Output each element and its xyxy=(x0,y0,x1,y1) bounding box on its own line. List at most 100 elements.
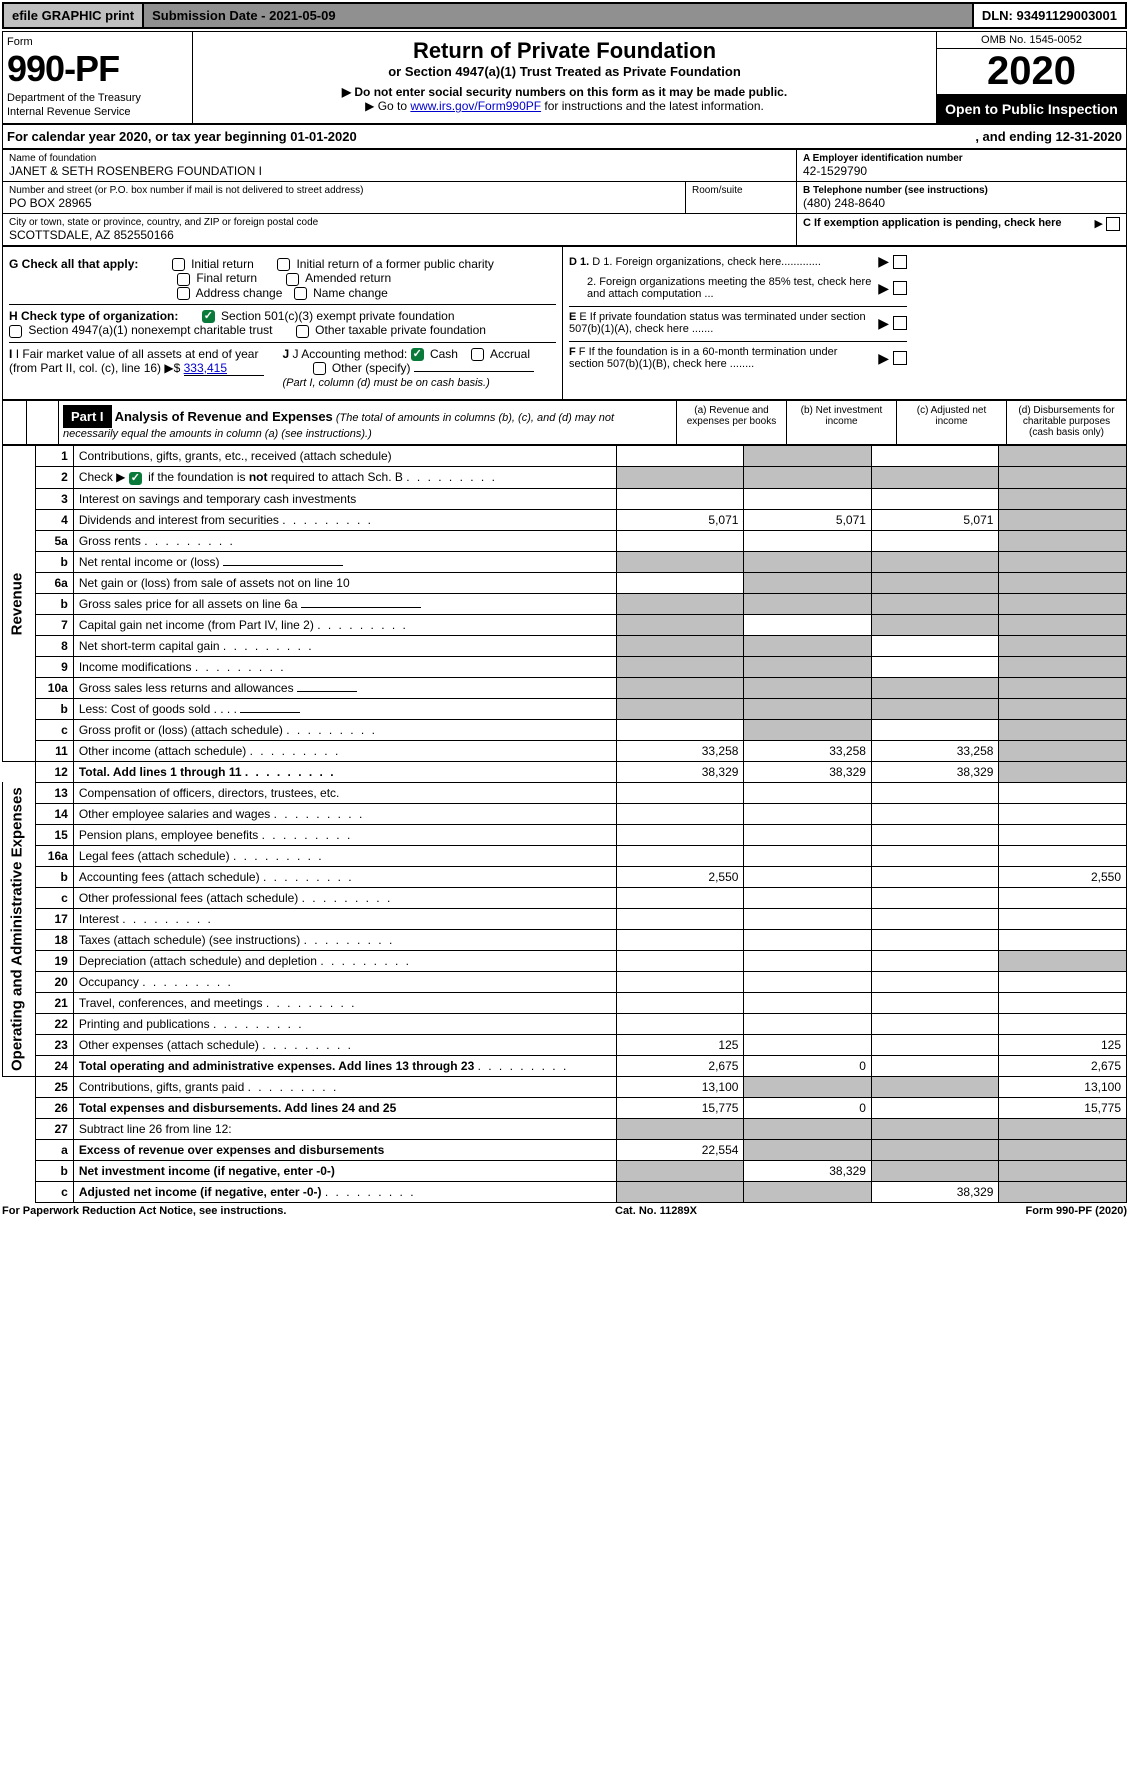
form-label: Form xyxy=(7,36,188,48)
other-method-checkbox[interactable] xyxy=(313,362,326,375)
tax-year: 2020 xyxy=(937,49,1126,95)
address-change-checkbox[interactable] xyxy=(177,287,190,300)
calendar-begin: For calendar year 2020, or tax year begi… xyxy=(7,129,975,144)
h-4947-checkbox[interactable] xyxy=(9,325,22,338)
section-h: H Check type of organization: Section 50… xyxy=(9,305,556,343)
h-other-checkbox[interactable] xyxy=(296,325,309,338)
cash-checkbox[interactable] xyxy=(411,348,424,361)
sch-b-checkbox[interactable] xyxy=(129,472,142,485)
g-item-5: Name change xyxy=(313,286,388,300)
table-row: 15 Pension plans, employee benefits xyxy=(3,824,1127,845)
form-title: Return of Private Foundation xyxy=(199,38,930,64)
exemption-pending-cell: C If exemption application is pending, c… xyxy=(797,214,1126,232)
j-cash: Cash xyxy=(430,347,458,361)
revenue-sidelabel: Revenue xyxy=(3,446,36,761)
table-row: 11 Other income (attach schedule) 33,258… xyxy=(3,740,1127,761)
check-left-col: G Check all that apply: Initial return I… xyxy=(3,247,563,399)
part1-table: Revenue 1 Contributions, gifts, grants, … xyxy=(2,445,1127,1202)
name-label: Name of foundation xyxy=(9,153,790,164)
table-row: 3 Interest on savings and temporary cash… xyxy=(3,488,1127,509)
top-bar: efile GRAPHIC print Submission Date - 20… xyxy=(2,2,1127,29)
part1-desc-cell: Part I Analysis of Revenue and Expenses … xyxy=(59,401,676,444)
table-row: 4 Dividends and interest from securities… xyxy=(3,509,1127,530)
footer-paperwork: For Paperwork Reduction Act Notice, see … xyxy=(2,1205,286,1217)
table-row: 6a Net gain or (loss) from sale of asset… xyxy=(3,572,1127,593)
table-row: a Excess of revenue over expenses and di… xyxy=(3,1139,1127,1160)
initial-return-checkbox[interactable] xyxy=(172,258,185,271)
f-row: F F If the foundation is in a 60-month t… xyxy=(569,341,907,370)
col-c-header: (c) Adjusted net income xyxy=(896,401,1006,444)
expenses-sidelabel: Operating and Administrative Expenses xyxy=(3,782,36,1076)
table-row: b Net rental income or (loss) xyxy=(3,551,1127,572)
e-checkbox[interactable] xyxy=(893,316,907,330)
d2-label: 2. Foreign organizations meeting the 85%… xyxy=(569,276,874,300)
section-g: G Check all that apply: Initial return I… xyxy=(9,253,556,305)
part1-header-row: Part I Analysis of Revenue and Expenses … xyxy=(2,400,1127,445)
e-label: E If private foundation status was termi… xyxy=(569,311,866,335)
footer-catno: Cat. No. 11289X xyxy=(615,1205,697,1217)
efile-label: efile GRAPHIC print xyxy=(4,4,144,27)
h-item-1: Section 501(c)(3) exempt private foundat… xyxy=(221,309,454,323)
room-suite-cell: Room/suite xyxy=(686,182,796,214)
city-value: SCOTTSDALE, AZ 852550166 xyxy=(9,228,790,242)
id-left-column: Name of foundation JANET & SETH ROSENBER… xyxy=(3,150,796,245)
f-checkbox[interactable] xyxy=(893,351,907,365)
ein-cell: A Employer identification number 42-1529… xyxy=(797,150,1126,182)
identification-block: Name of foundation JANET & SETH ROSENBER… xyxy=(2,149,1127,246)
table-row: c Gross profit or (loss) (attach schedul… xyxy=(3,719,1127,740)
header-center: Return of Private Foundation or Section … xyxy=(193,32,936,123)
j-note: (Part I, column (d) must be on cash basi… xyxy=(283,377,490,389)
line-desc: Contributions, gifts, grants, etc., rece… xyxy=(73,446,616,467)
exemption-label: C If exemption application is pending, c… xyxy=(803,217,1062,229)
table-row: 26 Total expenses and disbursements. Add… xyxy=(3,1097,1127,1118)
table-row: 12 Total. Add lines 1 through 11 38,329 … xyxy=(3,761,1127,782)
header-right: OMB No. 1545-0052 2020 Open to Public In… xyxy=(936,32,1126,123)
check-right-col: D 1. D 1. Foreign organizations, check h… xyxy=(563,247,913,399)
form-header: Form 990-PF Department of the Treasury I… xyxy=(2,31,1127,124)
d2-checkbox[interactable] xyxy=(893,281,907,295)
table-row: 24 Total operating and administrative ex… xyxy=(3,1055,1127,1076)
e-row: E E If private foundation status was ter… xyxy=(569,306,907,335)
section-i-j: I I Fair market value of all assets at e… xyxy=(9,343,556,394)
d1-checkbox[interactable] xyxy=(893,255,907,269)
foundation-name-cell: Name of foundation JANET & SETH ROSENBER… xyxy=(3,150,796,182)
goto-line: ▶ Go to www.irs.gov/Form990PF for instru… xyxy=(199,99,930,113)
col-a-header: (a) Revenue and expenses per books xyxy=(676,401,786,444)
table-row: b Gross sales price for all assets on li… xyxy=(3,593,1127,614)
amended-return-checkbox[interactable] xyxy=(286,273,299,286)
irs-label: Internal Revenue Service xyxy=(7,106,188,118)
h-501c3-checkbox[interactable] xyxy=(202,310,215,323)
goto-link[interactable]: www.irs.gov/Form990PF xyxy=(410,99,541,113)
id-right-column: A Employer identification number 42-1529… xyxy=(796,150,1126,245)
form-number: 990-PF xyxy=(7,48,188,90)
table-row: Operating and Administrative Expenses 13… xyxy=(3,782,1127,803)
table-row: 20 Occupancy xyxy=(3,971,1127,992)
form-subtitle: or Section 4947(a)(1) Trust Treated as P… xyxy=(199,64,930,79)
phone-value: (480) 248-8640 xyxy=(803,196,1120,210)
initial-return-former-checkbox[interactable] xyxy=(277,258,290,271)
section-j: J J Accounting method: Cash Accrual Othe… xyxy=(283,347,557,390)
table-row: 17 Interest xyxy=(3,908,1127,929)
j-label: J Accounting method: xyxy=(293,347,408,361)
accrual-checkbox[interactable] xyxy=(471,348,484,361)
table-row: 27 Subtract line 26 from line 12: xyxy=(3,1118,1127,1139)
j-other: Other (specify) xyxy=(332,361,411,375)
g-item-4: Address change xyxy=(196,286,283,300)
final-return-checkbox[interactable] xyxy=(177,273,190,286)
j-accrual: Accrual xyxy=(490,347,530,361)
table-row: 25 Contributions, gifts, grants paid 13,… xyxy=(3,1076,1127,1097)
goto-prefix: ▶ Go to xyxy=(365,99,410,113)
h-item-3: Other taxable private foundation xyxy=(315,323,486,337)
check-section: G Check all that apply: Initial return I… xyxy=(2,246,1127,400)
table-row: b Net investment income (if negative, en… xyxy=(3,1160,1127,1181)
ssn-warning: ▶ Do not enter social security numbers o… xyxy=(199,85,930,99)
open-public-badge: Open to Public Inspection xyxy=(937,95,1126,123)
table-row: 8 Net short-term capital gain xyxy=(3,635,1127,656)
city-cell: City or town, state or province, country… xyxy=(3,214,796,245)
table-row: 21 Travel, conferences, and meetings xyxy=(3,992,1127,1013)
exemption-checkbox[interactable] xyxy=(1106,217,1120,231)
name-change-checkbox[interactable] xyxy=(294,287,307,300)
table-row: 22 Printing and publications xyxy=(3,1013,1127,1034)
dln-label: DLN: 93491129003001 xyxy=(974,4,1125,27)
page-footer: For Paperwork Reduction Act Notice, see … xyxy=(2,1205,1127,1217)
